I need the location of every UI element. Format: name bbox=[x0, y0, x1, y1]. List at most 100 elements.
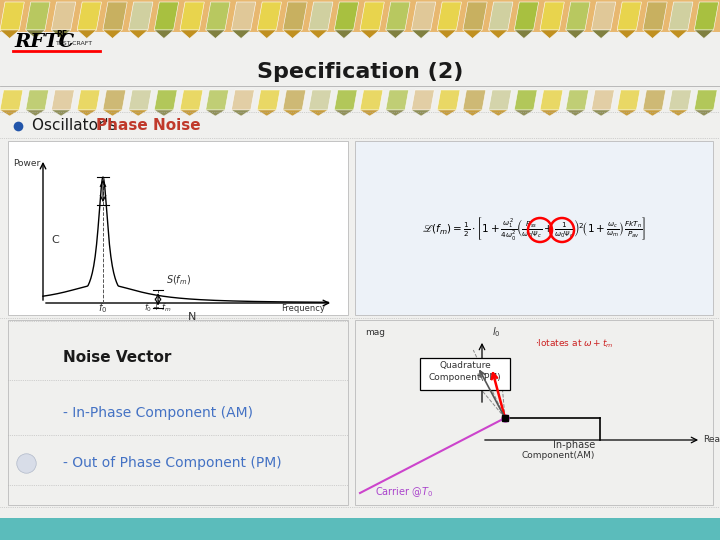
Text: mag: mag bbox=[365, 328, 385, 337]
Polygon shape bbox=[334, 90, 357, 110]
Bar bbox=[355, 141, 713, 315]
Polygon shape bbox=[334, 2, 359, 30]
Polygon shape bbox=[566, 2, 590, 30]
Bar bbox=[355, 320, 713, 505]
Text: C: C bbox=[51, 235, 59, 245]
Polygon shape bbox=[77, 2, 102, 30]
Polygon shape bbox=[309, 90, 331, 110]
Text: RF: RF bbox=[56, 30, 67, 39]
Polygon shape bbox=[540, 30, 559, 38]
Polygon shape bbox=[206, 30, 225, 38]
Polygon shape bbox=[154, 2, 179, 30]
Polygon shape bbox=[103, 2, 127, 30]
Polygon shape bbox=[514, 110, 534, 116]
Polygon shape bbox=[334, 110, 354, 116]
Polygon shape bbox=[566, 90, 589, 110]
Polygon shape bbox=[103, 90, 126, 110]
Polygon shape bbox=[154, 30, 174, 38]
Polygon shape bbox=[309, 30, 328, 38]
Polygon shape bbox=[51, 110, 71, 116]
Polygon shape bbox=[669, 110, 688, 116]
Polygon shape bbox=[437, 30, 456, 38]
Polygon shape bbox=[540, 2, 564, 30]
Polygon shape bbox=[386, 90, 409, 110]
Text: - Out of Phase Component (PM): - Out of Phase Component (PM) bbox=[63, 456, 282, 470]
Polygon shape bbox=[283, 2, 307, 30]
Polygon shape bbox=[643, 90, 666, 110]
Polygon shape bbox=[591, 2, 616, 30]
Polygon shape bbox=[386, 30, 405, 38]
Polygon shape bbox=[514, 90, 537, 110]
Text: $S(f_m)$: $S(f_m)$ bbox=[166, 274, 192, 287]
Polygon shape bbox=[257, 110, 276, 116]
Polygon shape bbox=[0, 110, 19, 116]
Polygon shape bbox=[591, 30, 611, 38]
Polygon shape bbox=[463, 2, 487, 30]
Bar bbox=[0, 518, 720, 540]
Polygon shape bbox=[669, 2, 693, 30]
Polygon shape bbox=[643, 30, 662, 38]
Polygon shape bbox=[309, 2, 333, 30]
Polygon shape bbox=[129, 90, 151, 110]
Polygon shape bbox=[206, 2, 230, 30]
Text: Phase Noise: Phase Noise bbox=[96, 118, 201, 133]
Polygon shape bbox=[231, 30, 251, 38]
Polygon shape bbox=[411, 90, 434, 110]
Polygon shape bbox=[694, 110, 714, 116]
Polygon shape bbox=[694, 30, 714, 38]
Polygon shape bbox=[26, 30, 45, 38]
Text: Oscillator's: Oscillator's bbox=[32, 118, 122, 133]
Text: Component(PM): Component(PM) bbox=[428, 373, 501, 382]
Polygon shape bbox=[180, 110, 199, 116]
Polygon shape bbox=[154, 90, 177, 110]
Polygon shape bbox=[694, 90, 717, 110]
Text: $\mathscr{L}(f_m) = \frac{1}{2}\cdot\left[1+\frac{\omega_1^2}{4\omega_0^2}\left(: $\mathscr{L}(f_m) = \frac{1}{2}\cdot\lef… bbox=[422, 214, 646, 241]
Polygon shape bbox=[540, 90, 563, 110]
Polygon shape bbox=[617, 30, 636, 38]
Text: TEST-CRAFT: TEST-CRAFT bbox=[56, 41, 93, 46]
Text: Real: Real bbox=[703, 435, 720, 444]
Polygon shape bbox=[437, 90, 460, 110]
Text: $f_0$: $f_0$ bbox=[99, 301, 108, 315]
Text: Carrier $@T_0$: Carrier $@T_0$ bbox=[375, 485, 433, 499]
Bar bbox=[8, 320, 348, 505]
Text: In-phase: In-phase bbox=[553, 440, 595, 450]
Polygon shape bbox=[283, 110, 302, 116]
Polygon shape bbox=[231, 2, 256, 30]
Polygon shape bbox=[643, 2, 667, 30]
Text: Power: Power bbox=[13, 159, 40, 168]
Polygon shape bbox=[129, 30, 148, 38]
Polygon shape bbox=[129, 110, 148, 116]
Polygon shape bbox=[489, 90, 511, 110]
Polygon shape bbox=[411, 110, 431, 116]
Polygon shape bbox=[669, 30, 688, 38]
Polygon shape bbox=[26, 110, 45, 116]
Polygon shape bbox=[463, 110, 482, 116]
Polygon shape bbox=[617, 2, 642, 30]
Text: $f_0+f_m$: $f_0+f_m$ bbox=[144, 302, 172, 314]
Text: Specification (2): Specification (2) bbox=[257, 62, 463, 82]
Polygon shape bbox=[103, 110, 122, 116]
Polygon shape bbox=[77, 110, 96, 116]
Polygon shape bbox=[643, 110, 662, 116]
Polygon shape bbox=[489, 2, 513, 30]
Polygon shape bbox=[283, 90, 306, 110]
Polygon shape bbox=[386, 110, 405, 116]
Text: RFTC: RFTC bbox=[14, 33, 74, 51]
Polygon shape bbox=[591, 90, 614, 110]
Polygon shape bbox=[463, 30, 482, 38]
Polygon shape bbox=[51, 2, 76, 30]
Polygon shape bbox=[437, 110, 456, 116]
Text: $l_0$: $l_0$ bbox=[492, 325, 500, 339]
Polygon shape bbox=[180, 30, 199, 38]
Polygon shape bbox=[309, 110, 328, 116]
Polygon shape bbox=[257, 30, 276, 38]
Polygon shape bbox=[591, 110, 611, 116]
Polygon shape bbox=[0, 30, 19, 38]
Polygon shape bbox=[514, 2, 539, 30]
Polygon shape bbox=[77, 30, 96, 38]
Polygon shape bbox=[231, 110, 251, 116]
Polygon shape bbox=[669, 90, 691, 110]
Polygon shape bbox=[617, 110, 636, 116]
Bar bbox=[0, 0, 720, 32]
